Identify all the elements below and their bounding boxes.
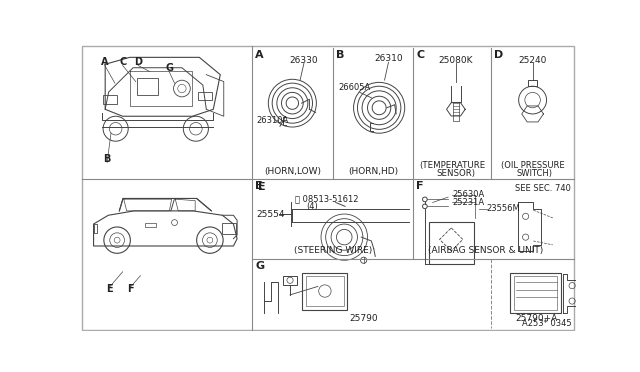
- Text: C: C: [417, 49, 424, 60]
- Bar: [103, 96, 117, 104]
- Text: (AIRBAG SENSOR & UNIT): (AIRBAG SENSOR & UNIT): [428, 247, 544, 256]
- Text: G: G: [255, 261, 264, 271]
- Text: B: B: [336, 49, 344, 60]
- Bar: [145, 222, 156, 227]
- Text: (STEERING WIRE): (STEERING WIRE): [294, 247, 372, 256]
- Text: 25630A: 25630A: [452, 190, 484, 199]
- Bar: [198, 92, 212, 100]
- Text: A: A: [101, 57, 109, 67]
- Text: D: D: [134, 57, 142, 67]
- Text: Ⓢ 08513-51612: Ⓢ 08513-51612: [294, 194, 358, 203]
- Text: E: E: [259, 182, 266, 192]
- Text: (OIL PRESSURE: (OIL PRESSURE: [500, 161, 564, 170]
- Text: 25790: 25790: [349, 314, 378, 323]
- Text: 25080K: 25080K: [438, 55, 473, 64]
- Text: C: C: [119, 57, 126, 67]
- Text: SWITCH): SWITCH): [516, 169, 552, 178]
- Text: E: E: [106, 285, 113, 295]
- Text: 26310A: 26310A: [256, 116, 288, 125]
- Text: SEE SEC. 740: SEE SEC. 740: [515, 184, 571, 193]
- Text: 25790+A: 25790+A: [515, 314, 557, 323]
- Bar: [93, 224, 97, 233]
- Bar: [305, 276, 344, 307]
- Bar: [514, 276, 557, 310]
- Bar: [510, 273, 561, 312]
- Text: (TEMPERATURE: (TEMPERATURE: [419, 161, 485, 170]
- Text: 25240: 25240: [518, 55, 547, 64]
- Text: SENSOR): SENSOR): [436, 169, 476, 178]
- Text: 26310: 26310: [374, 54, 403, 63]
- Text: D: D: [494, 49, 503, 60]
- Text: F: F: [417, 181, 424, 191]
- Bar: [283, 276, 297, 285]
- Text: 25554: 25554: [257, 209, 285, 218]
- Bar: [136, 78, 157, 96]
- Text: 26605A: 26605A: [339, 83, 371, 92]
- Text: A: A: [255, 49, 264, 60]
- Bar: [303, 273, 348, 310]
- Text: A253* 0345: A253* 0345: [522, 319, 572, 328]
- Text: 23556M: 23556M: [487, 204, 520, 213]
- Text: G: G: [165, 63, 173, 73]
- Bar: [223, 222, 236, 234]
- Text: E: E: [255, 181, 263, 191]
- Text: F: F: [127, 285, 134, 295]
- Text: (4): (4): [307, 202, 318, 211]
- Text: (HORN,LOW): (HORN,LOW): [264, 167, 321, 176]
- Text: 25231A: 25231A: [452, 198, 484, 207]
- Text: 26330: 26330: [290, 55, 318, 64]
- Text: (HORN,HD): (HORN,HD): [348, 167, 398, 176]
- Bar: [429, 222, 474, 264]
- Text: B: B: [104, 154, 111, 164]
